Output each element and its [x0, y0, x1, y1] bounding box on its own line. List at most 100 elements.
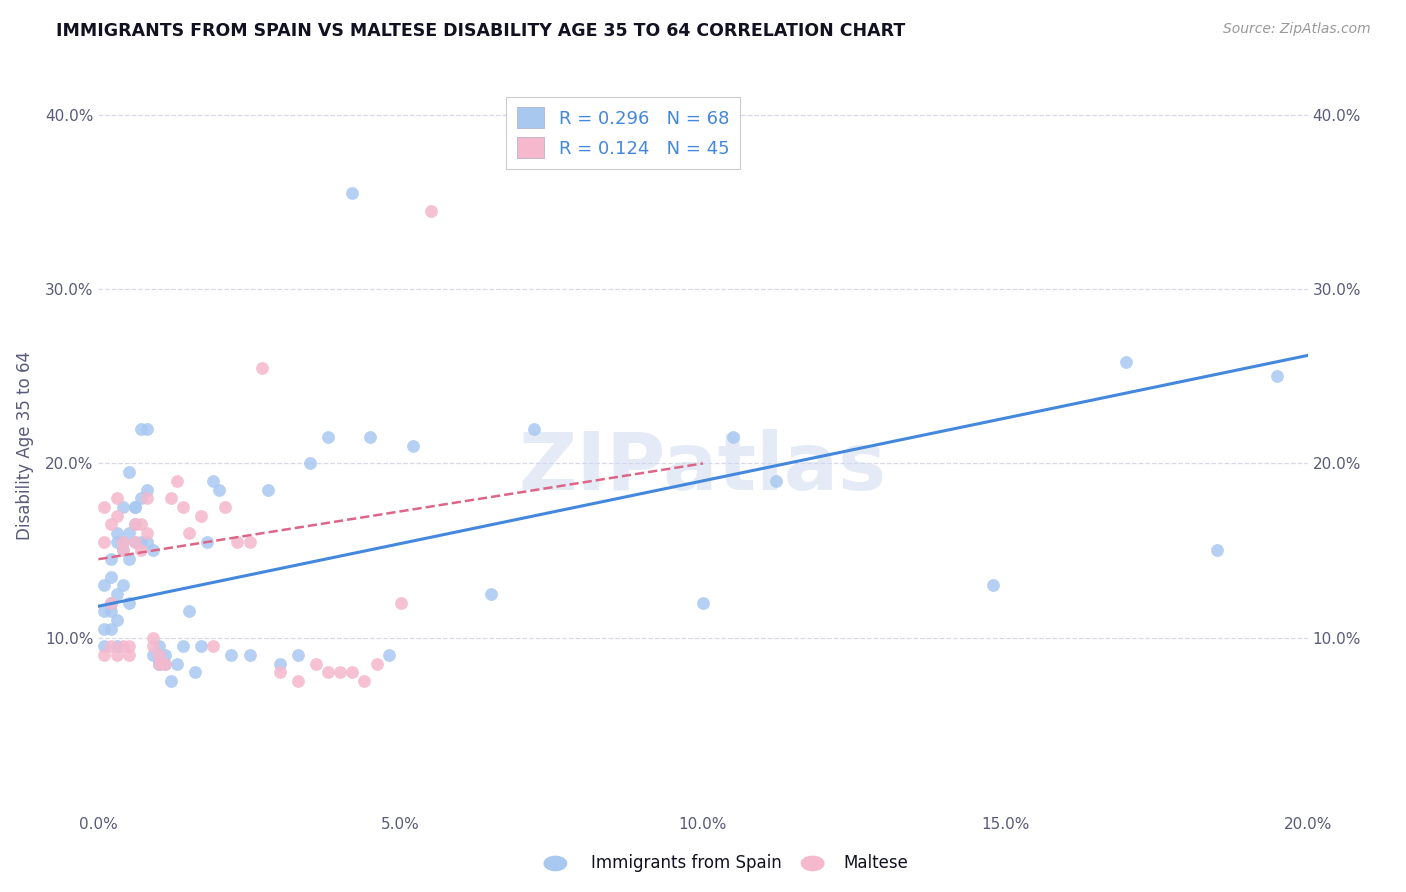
- Point: [100, 604, 122, 618]
- Point: [124, 534, 146, 549]
- Text: Maltese: Maltese: [844, 855, 908, 872]
- Point: [100, 640, 122, 654]
- Y-axis label: Disability Age 35 to 64: Disability Age 35 to 64: [15, 351, 34, 541]
- Point: [353, 674, 375, 689]
- Point: [329, 665, 352, 680]
- Point: [105, 648, 128, 662]
- Point: [402, 439, 425, 453]
- Point: [160, 674, 183, 689]
- Point: [124, 500, 146, 514]
- Point: [269, 657, 291, 671]
- Point: [111, 543, 134, 558]
- Point: [124, 517, 146, 532]
- Point: [153, 648, 176, 662]
- Point: [1115, 355, 1137, 369]
- Point: [118, 596, 141, 610]
- Point: [148, 657, 170, 671]
- Point: [1267, 369, 1289, 384]
- Point: [142, 640, 165, 654]
- Point: [105, 587, 128, 601]
- Text: IMMIGRANTS FROM SPAIN VS MALTESE DISABILITY AGE 35 TO 64 CORRELATION CHART: IMMIGRANTS FROM SPAIN VS MALTESE DISABIL…: [56, 22, 905, 40]
- Point: [190, 508, 212, 523]
- Point: [981, 578, 1004, 592]
- Text: ZIPatlas: ZIPatlas: [519, 429, 887, 507]
- Point: [118, 526, 141, 541]
- Point: [100, 596, 122, 610]
- Point: [105, 613, 128, 627]
- Point: [93, 534, 115, 549]
- Point: [256, 483, 278, 497]
- Point: [723, 430, 745, 444]
- Point: [93, 640, 115, 654]
- Point: [105, 534, 128, 549]
- Point: [692, 596, 714, 610]
- Point: [135, 421, 157, 435]
- Point: [93, 604, 115, 618]
- Point: [105, 491, 128, 506]
- Point: [148, 657, 170, 671]
- Point: [135, 483, 157, 497]
- Point: [93, 648, 115, 662]
- Point: [239, 534, 262, 549]
- Point: [142, 648, 165, 662]
- Point: [179, 526, 201, 541]
- Point: [129, 421, 152, 435]
- Point: [166, 657, 188, 671]
- Point: [342, 665, 364, 680]
- Point: [93, 622, 115, 636]
- Point: [214, 500, 236, 514]
- Point: [148, 648, 170, 662]
- Text: Source: ZipAtlas.com: Source: ZipAtlas.com: [1223, 22, 1371, 37]
- Point: [118, 640, 141, 654]
- Point: [93, 578, 115, 592]
- Point: [129, 491, 152, 506]
- Point: [129, 543, 152, 558]
- Point: [481, 587, 503, 601]
- Point: [184, 665, 207, 680]
- Point: [287, 674, 309, 689]
- Point: [100, 596, 122, 610]
- Point: [360, 430, 382, 444]
- Point: [250, 360, 273, 375]
- Point: [190, 640, 212, 654]
- Point: [93, 500, 115, 514]
- Point: [269, 665, 291, 680]
- Point: [105, 640, 128, 654]
- Point: [160, 491, 183, 506]
- Point: [172, 500, 194, 514]
- Point: [287, 648, 309, 662]
- Point: [111, 534, 134, 549]
- Point: [342, 186, 364, 201]
- Point: [105, 508, 128, 523]
- Point: [202, 640, 225, 654]
- Point: [366, 657, 388, 671]
- Point: [377, 648, 399, 662]
- Text: Immigrants from Spain: Immigrants from Spain: [591, 855, 782, 872]
- Point: [111, 534, 134, 549]
- Point: [166, 474, 188, 488]
- Point: [305, 657, 328, 671]
- Point: [124, 500, 146, 514]
- Point: [118, 648, 141, 662]
- Point: [316, 665, 339, 680]
- Point: [111, 640, 134, 654]
- Point: [129, 534, 152, 549]
- Point: [316, 430, 339, 444]
- Point: [202, 474, 225, 488]
- Point: [100, 569, 122, 583]
- Point: [118, 552, 141, 566]
- Point: [299, 457, 322, 471]
- Point: [118, 465, 141, 479]
- Point: [523, 421, 546, 435]
- Point: [389, 596, 412, 610]
- Point: [105, 526, 128, 541]
- Point: [221, 648, 243, 662]
- Point: [239, 648, 262, 662]
- Point: [1206, 543, 1229, 558]
- Point: [135, 526, 157, 541]
- Point: [420, 203, 443, 218]
- Point: [124, 534, 146, 549]
- Point: [153, 657, 176, 671]
- Point: [765, 474, 787, 488]
- Point: [135, 491, 157, 506]
